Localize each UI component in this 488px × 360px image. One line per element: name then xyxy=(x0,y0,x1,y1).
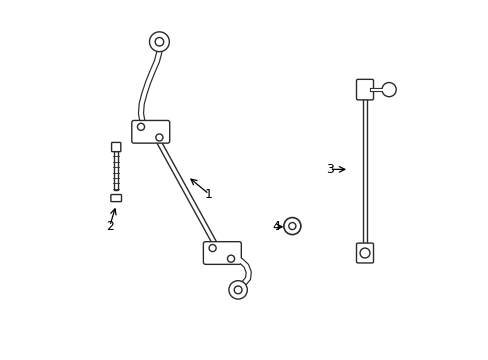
Circle shape xyxy=(283,217,300,235)
Circle shape xyxy=(288,222,295,230)
FancyBboxPatch shape xyxy=(203,242,241,264)
Polygon shape xyxy=(154,135,220,250)
FancyBboxPatch shape xyxy=(132,121,169,143)
Circle shape xyxy=(155,37,163,46)
Circle shape xyxy=(156,134,163,141)
Text: 4: 4 xyxy=(272,220,280,233)
Circle shape xyxy=(227,255,234,262)
Text: 1: 1 xyxy=(204,188,213,201)
Text: 3: 3 xyxy=(325,163,333,176)
FancyBboxPatch shape xyxy=(111,143,121,152)
FancyBboxPatch shape xyxy=(111,194,121,202)
Circle shape xyxy=(209,244,216,252)
Polygon shape xyxy=(362,99,366,246)
Circle shape xyxy=(359,248,369,258)
Circle shape xyxy=(228,281,247,299)
Polygon shape xyxy=(114,151,118,190)
FancyBboxPatch shape xyxy=(356,79,373,100)
Circle shape xyxy=(149,32,169,52)
Circle shape xyxy=(137,123,144,130)
Circle shape xyxy=(234,286,242,294)
Text: 2: 2 xyxy=(106,220,114,233)
FancyBboxPatch shape xyxy=(356,243,373,263)
Circle shape xyxy=(381,82,395,97)
